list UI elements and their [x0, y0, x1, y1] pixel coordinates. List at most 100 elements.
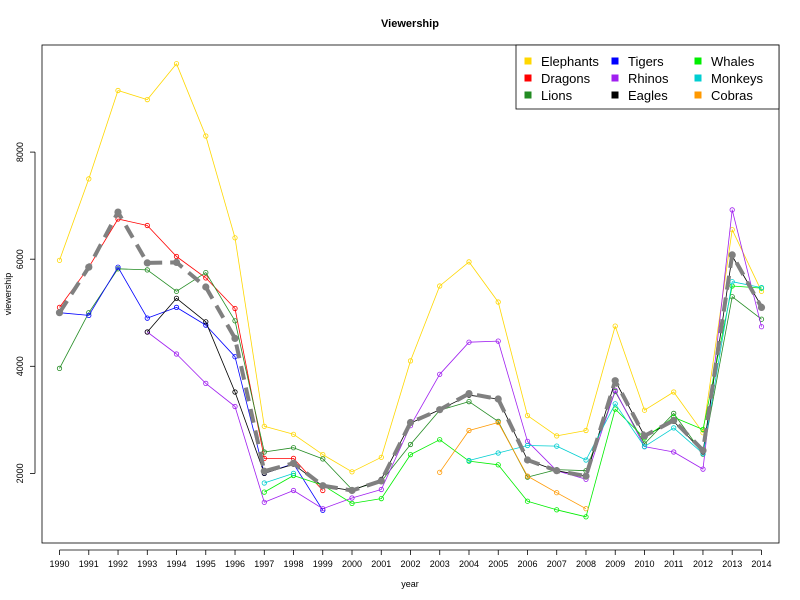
- x-tick-label: 1996: [225, 559, 245, 569]
- point-monkeys: [261, 480, 267, 486]
- point-tigers: [203, 322, 209, 328]
- legend-label-tigers: Tigers: [628, 54, 664, 69]
- legend-swatch-monkeys: [694, 74, 702, 82]
- x-tick-label: 2002: [400, 559, 420, 569]
- x-tick-label: 1990: [50, 559, 70, 569]
- legend-swatch-rhinos: [611, 74, 619, 82]
- point-eagles: [203, 319, 209, 325]
- point-elephants: [671, 389, 677, 395]
- point-average: [114, 208, 122, 216]
- y-axis-label: viewership: [3, 273, 13, 316]
- x-tick-label: 2010: [634, 559, 654, 569]
- legend-label-lions: Lions: [541, 88, 573, 103]
- point-lions: [671, 410, 677, 416]
- point-monkeys: [671, 425, 677, 431]
- point-average: [494, 395, 502, 403]
- point-elephants: [612, 323, 618, 329]
- point-average: [231, 334, 239, 342]
- point-lions: [232, 318, 238, 324]
- x-tick-label: 2006: [517, 559, 537, 569]
- point-rhinos: [203, 380, 209, 386]
- point-elephants: [378, 454, 384, 460]
- legend-label-eagles: Eagles: [628, 88, 668, 103]
- x-tick-label: 1997: [254, 559, 274, 569]
- point-average: [553, 467, 561, 475]
- legend-box: [515, 44, 780, 110]
- series-line-lions: [59, 268, 762, 490]
- point-rhinos: [700, 466, 706, 472]
- series-line-dragons: [59, 218, 324, 491]
- point-rhinos: [437, 371, 443, 377]
- point-monkeys: [612, 401, 618, 407]
- point-average: [172, 258, 181, 266]
- x-tick-label: 2004: [459, 559, 479, 569]
- point-average: [465, 390, 473, 398]
- point-average: [699, 446, 707, 454]
- legend-swatch-elephants: [524, 57, 532, 65]
- point-monkeys: [466, 457, 472, 464]
- point-tigers: [320, 507, 326, 513]
- legend: Elephants Dragons Lions Tigers Rhinos Eagles W…: [515, 44, 780, 110]
- point-whales: [437, 437, 443, 443]
- x-tick-label: 2012: [693, 559, 713, 569]
- x-axis-label: year: [401, 579, 419, 589]
- point-rhinos: [495, 338, 501, 344]
- point-lions: [407, 441, 414, 448]
- point-elephants: [261, 423, 267, 429]
- point-dragons: [173, 253, 180, 260]
- point-lions: [56, 365, 63, 371]
- point-elephants: [115, 87, 121, 94]
- point-cobras: [437, 469, 443, 475]
- legend-swatch-whales: [694, 57, 702, 65]
- point-lions: [203, 269, 209, 276]
- point-elephants: [641, 407, 648, 413]
- x-tick-label: 1998: [284, 559, 304, 569]
- point-cobras: [554, 490, 560, 496]
- series-line-whales: [264, 285, 762, 518]
- point-dragons: [232, 305, 238, 312]
- point-elephants: [203, 133, 209, 139]
- point-monkeys: [583, 457, 589, 463]
- series-average: [55, 208, 766, 495]
- legend-label-cobras: Cobras: [711, 88, 753, 103]
- point-tigers: [144, 315, 150, 321]
- x-tick-label: 1995: [196, 559, 216, 569]
- point-average: [202, 283, 210, 291]
- point-whales: [407, 451, 414, 458]
- point-average: [436, 406, 444, 414]
- point-elephants: [524, 412, 531, 419]
- point-whales: [349, 500, 355, 506]
- point-elephants: [554, 433, 560, 439]
- point-elephants: [86, 176, 92, 182]
- point-whales: [261, 489, 267, 495]
- legend-label-elephants: Elephants: [541, 54, 599, 69]
- point-elephants: [144, 97, 150, 103]
- point-elephants: [349, 469, 355, 475]
- point-tigers: [86, 312, 92, 318]
- point-average: [611, 377, 619, 385]
- point-rhinos: [349, 495, 355, 501]
- point-elephants: [56, 257, 63, 263]
- x-tick-label: 2000: [342, 559, 362, 569]
- point-rhinos: [290, 487, 297, 494]
- point-eagles: [173, 295, 180, 301]
- point-average: [348, 486, 356, 495]
- x-tick-label: 1991: [79, 559, 99, 569]
- point-rhinos: [612, 387, 618, 393]
- x-tick-label: 2007: [547, 559, 567, 569]
- legend-swatch-tigers: [611, 57, 619, 65]
- point-elephants: [495, 299, 501, 305]
- point-monkeys: [641, 443, 648, 450]
- point-average: [406, 418, 415, 427]
- point-monkeys: [524, 442, 531, 449]
- x-tick-label: 2014: [751, 559, 771, 569]
- point-eagles: [144, 329, 150, 335]
- point-average: [319, 482, 327, 490]
- x-tick-label: 2003: [430, 559, 450, 569]
- point-whales: [583, 514, 589, 520]
- point-average: [260, 467, 268, 475]
- point-whales: [378, 495, 384, 502]
- point-elephants: [583, 427, 589, 434]
- point-monkeys: [758, 284, 765, 291]
- x-tick-label: 2001: [371, 559, 391, 569]
